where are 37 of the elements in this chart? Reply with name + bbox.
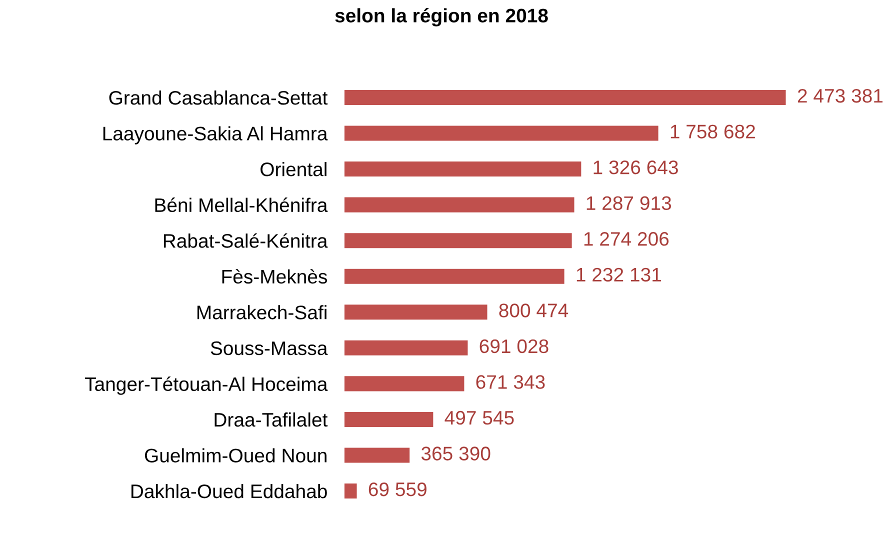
data-label: 800 474 <box>499 304 568 318</box>
bar <box>344 162 582 177</box>
y-tick-label: Rabat-Salé-Kénitra <box>164 233 328 248</box>
bar <box>344 483 357 499</box>
data-label: 671 343 <box>476 375 545 389</box>
y-tick-label: Marrakech-Safi <box>197 305 326 320</box>
bar <box>344 448 410 463</box>
bar <box>344 340 468 356</box>
bar <box>344 376 464 392</box>
chart-title: selon la région en 2018 <box>335 8 548 26</box>
data-label: 691 028 <box>480 339 548 354</box>
y-tick-label: Fès-Meknès <box>222 269 328 284</box>
data-label: 497 545 <box>444 410 514 425</box>
data-label: 1 326 643 <box>594 160 678 174</box>
y-tick-label: Grand Casablanca-Settat <box>109 90 328 105</box>
data-label: 1 232 131 <box>576 268 661 282</box>
y-tick-label: Tanger-Tétouan-Al Hoceima <box>84 376 328 395</box>
y-tick-label: Guelmim-Oued Noun <box>144 448 326 462</box>
y-tick-label: Oriental <box>260 162 326 176</box>
data-label: 1 274 206 <box>584 232 669 246</box>
bar <box>344 304 488 320</box>
y-tick-label: Dakhla-Oued Eddahab <box>131 484 327 498</box>
y-tick-label: Béni Mellal-Khénifra <box>155 198 328 212</box>
bar <box>344 90 786 106</box>
bar <box>344 126 658 141</box>
data-label: 69 559 <box>368 482 426 496</box>
data-label: 2 473 381 <box>798 88 883 103</box>
bar <box>344 412 434 427</box>
data-label: 365 390 <box>421 446 490 460</box>
y-tick-label: Laayoune-Sakia Al Hamra <box>103 126 328 144</box>
bar <box>344 197 574 212</box>
bar <box>344 268 564 284</box>
data-label: 1 287 913 <box>586 196 672 210</box>
bar <box>344 233 572 248</box>
data-label: 1 758 682 <box>670 124 755 138</box>
y-tick-label: Souss-Massa <box>210 341 328 356</box>
y-tick-label: Draa-Tafilalet <box>214 412 328 427</box>
